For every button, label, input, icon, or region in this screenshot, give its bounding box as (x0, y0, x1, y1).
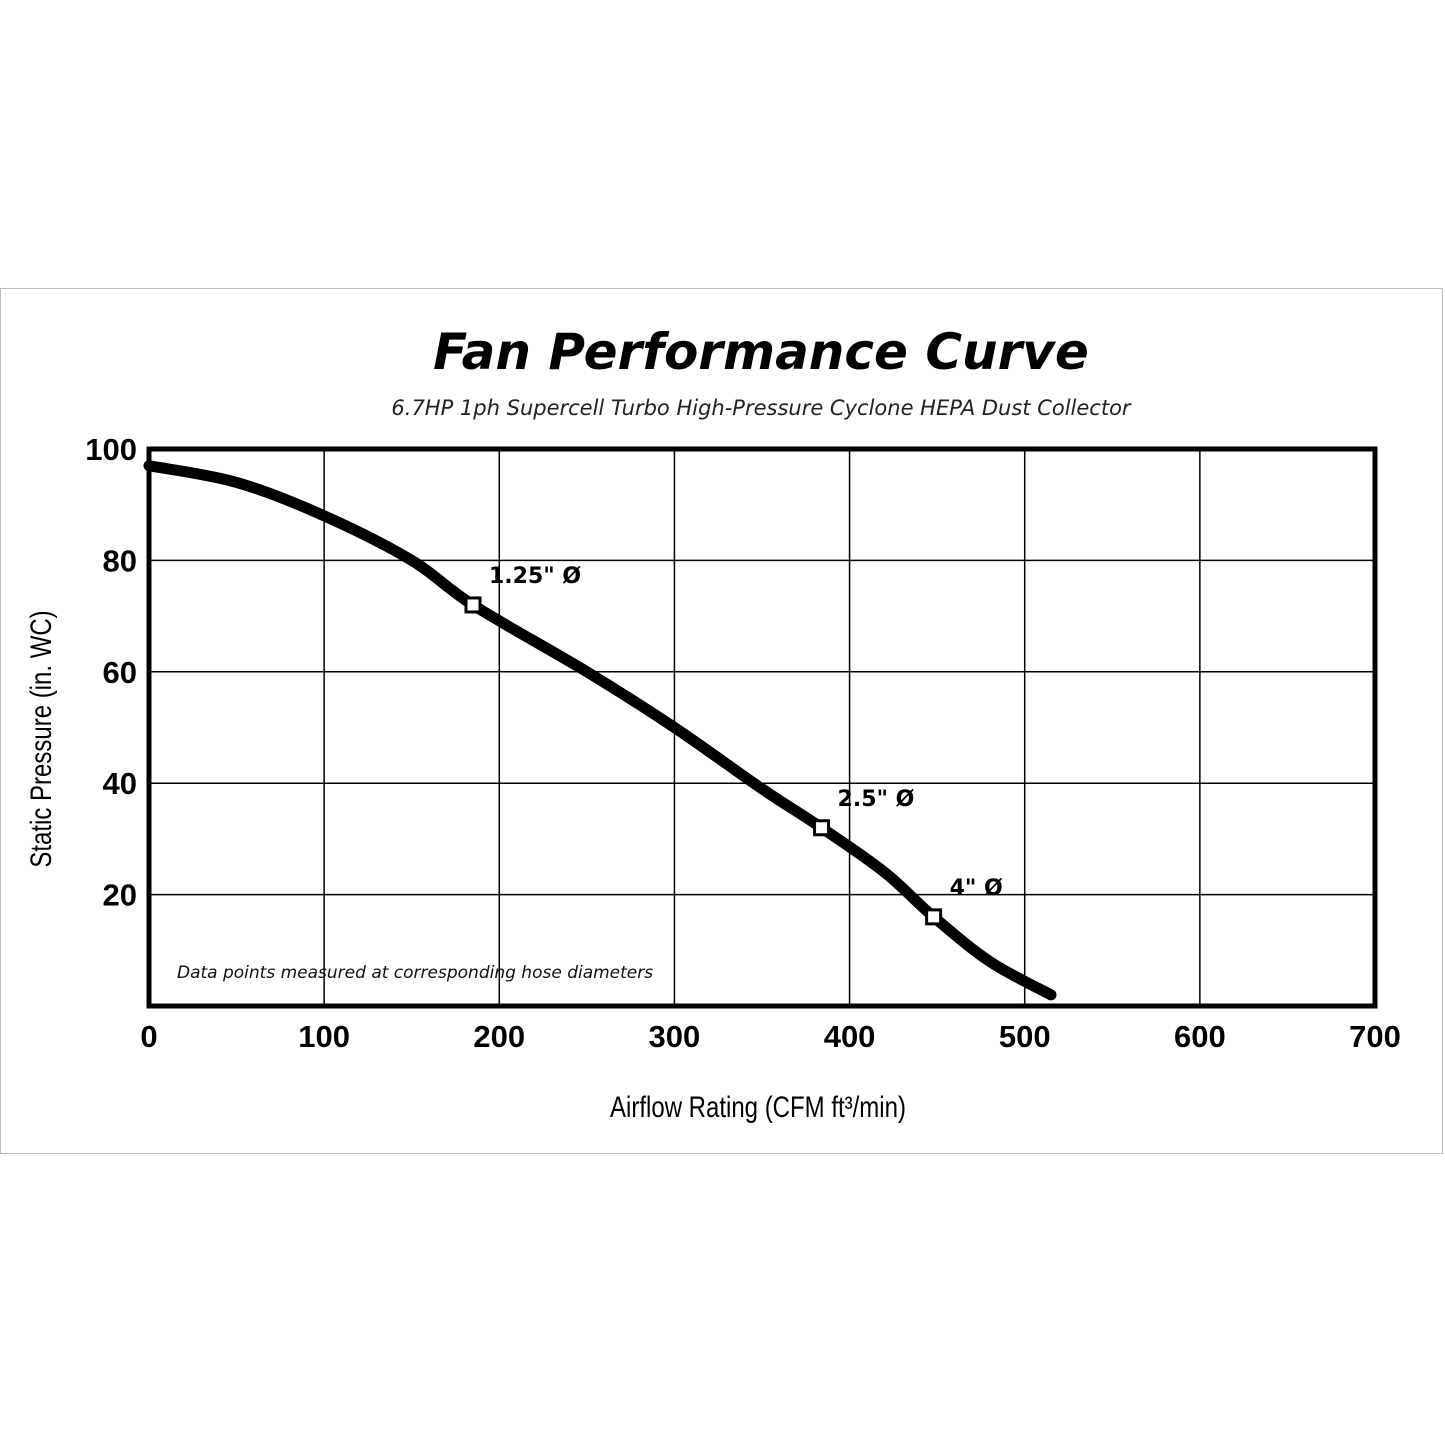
y-tick-label: 80 (103, 543, 137, 578)
y-axis-label: Static Pressure (in. WC) (23, 610, 57, 867)
data-point-marker (925, 908, 943, 926)
x-tick-label: 0 (140, 1019, 157, 1054)
y-tick-label: 100 (85, 432, 137, 467)
x-axis-label: Airflow Rating (CFM ft³/min) (610, 1089, 906, 1123)
x-tick-label: 200 (473, 1019, 525, 1054)
chart-annotation: Data points measured at corresponding ho… (177, 963, 653, 983)
data-point-label: 1.25" Ø (489, 564, 581, 589)
x-tick-label: 400 (824, 1019, 876, 1054)
y-tick-label: 20 (103, 878, 137, 913)
chart-panel: Fan Performance Curve 6.7HP 1ph Supercel… (0, 288, 1443, 1154)
chart-title: Fan Performance Curve (433, 323, 1089, 381)
data-point-label: 4" Ø (950, 876, 1003, 901)
series-layer (143, 460, 1057, 1001)
fan-performance-chart: Fan Performance Curve 6.7HP 1ph Supercel… (23, 323, 1401, 1124)
x-tick-label: 500 (999, 1019, 1051, 1054)
x-tick-label: 300 (649, 1019, 701, 1054)
data-points: 1.25" Ø 2.5" Ø 4" Ø (464, 564, 1003, 926)
data-point-marker (464, 596, 482, 614)
plot-frame (146, 446, 1378, 1009)
grid-lines (146, 446, 1378, 1009)
chart-subtitle: 6.7HP 1ph Supercell Turbo High-Pressure … (391, 396, 1132, 420)
performance-curve (143, 460, 1057, 1001)
x-tick-label: 700 (1349, 1019, 1401, 1054)
y-tick-label: 40 (103, 766, 137, 801)
x-tick-label: 600 (1174, 1019, 1226, 1054)
data-point-label: 2.5" Ø (838, 787, 915, 812)
tick-labels: 0 100 200 300 400 500 600 700 20 40 60 80 100 (85, 432, 1401, 1054)
y-tick-label: 60 (103, 655, 137, 690)
data-point-marker (813, 819, 831, 837)
x-tick-label: 100 (298, 1019, 350, 1054)
